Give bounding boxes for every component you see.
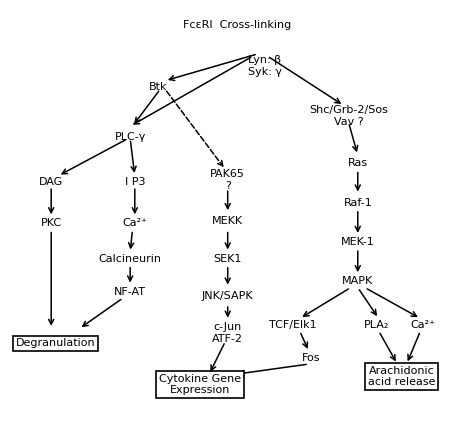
Text: c-Jun
ATF-2: c-Jun ATF-2 [212,322,243,344]
Text: NF-AT: NF-AT [114,287,146,297]
Text: Degranulation: Degranulation [16,338,96,348]
Text: Lyn: β
Syk: γ: Lyn: β Syk: γ [248,55,282,77]
Text: Arachidonic
acid release: Arachidonic acid release [368,365,436,387]
Text: MAPK: MAPK [342,276,374,286]
Text: MEK-1: MEK-1 [341,237,374,247]
Text: FcεRI  Cross-linking: FcεRI Cross-linking [183,20,291,30]
Text: Fos: Fos [302,353,320,363]
Text: SEK1: SEK1 [213,254,242,264]
Text: PLA₂: PLA₂ [364,320,389,330]
Text: Ca²⁺: Ca²⁺ [122,219,147,228]
Text: Ca²⁺: Ca²⁺ [410,320,435,330]
Text: Ras: Ras [348,158,368,168]
Text: Btk: Btk [149,82,167,92]
Text: PLC-γ: PLC-γ [115,132,146,141]
Text: JNK/SAPK: JNK/SAPK [202,291,254,301]
Text: PAK65
?: PAK65 ? [210,169,245,191]
Text: TCF/Elk1: TCF/Elk1 [269,320,317,330]
Text: MEKK: MEKK [212,216,243,226]
Text: Calcineurin: Calcineurin [99,254,162,264]
Text: I P3: I P3 [125,177,145,187]
Text: DAG: DAG [39,177,64,187]
Text: Raf-1: Raf-1 [343,198,372,208]
Text: PKC: PKC [41,219,62,228]
Text: Shc/Grb-2/Sos
Vav ?: Shc/Grb-2/Sos Vav ? [309,105,388,127]
Text: Cytokine Gene
Expression: Cytokine Gene Expression [159,374,241,395]
